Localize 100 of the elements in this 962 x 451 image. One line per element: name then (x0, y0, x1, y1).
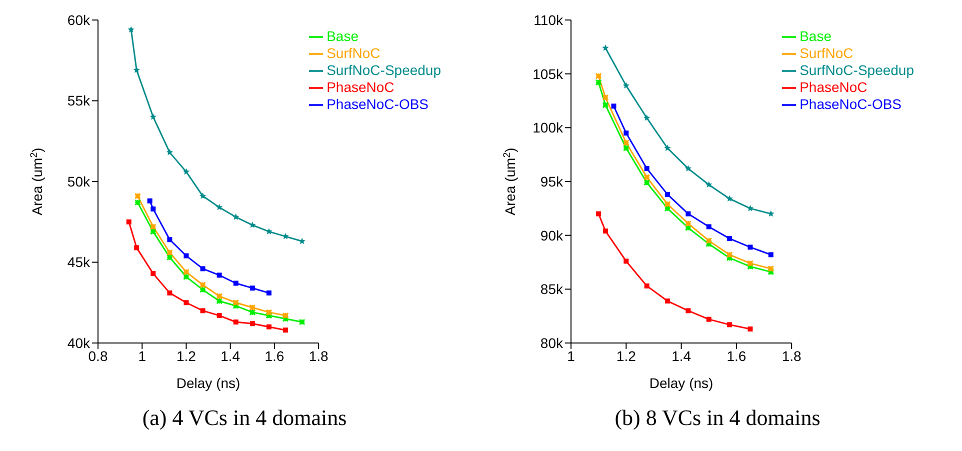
legend-label: SurfNoC (800, 45, 854, 61)
x-tick-label: 1.2 (616, 348, 636, 364)
point (200, 286, 206, 293)
point (167, 290, 172, 296)
legend-label: PhaseNoC (326, 79, 394, 95)
point (266, 290, 272, 296)
point (184, 253, 189, 258)
point (200, 282, 206, 288)
x-tick-label: 1 (567, 348, 576, 364)
x-axis-title: Delay (ns) (649, 375, 714, 391)
legend-label: SurfNoC-Speedup (326, 62, 441, 78)
point (282, 232, 289, 240)
point (706, 237, 712, 244)
point (622, 139, 630, 146)
y-tick-label: 60k (67, 12, 91, 28)
x-axis-title: Delay (ns) (176, 375, 240, 391)
point (150, 228, 156, 235)
legend-label: SurfNoC-Speedup (800, 62, 914, 78)
point (266, 228, 272, 234)
point (216, 292, 223, 300)
point (684, 224, 692, 232)
point (746, 263, 754, 270)
point (166, 249, 173, 256)
legend-label: Base (800, 28, 832, 44)
point (133, 66, 140, 73)
legend-label: PhaseNoC-OBS (800, 96, 902, 112)
point (266, 324, 272, 330)
y-tick-label: 95k (540, 173, 564, 190)
point (624, 130, 629, 136)
legend-label: Base (326, 28, 359, 44)
x-tick-label: 1.8 (782, 348, 802, 364)
point (611, 104, 616, 109)
point (644, 166, 650, 172)
point (126, 219, 132, 224)
point (706, 316, 712, 322)
point (166, 148, 174, 156)
point (684, 220, 692, 227)
point (184, 300, 189, 306)
point (216, 272, 222, 278)
point (182, 274, 190, 280)
y-tick-label: 100k (532, 120, 564, 136)
x-tick-label: 1.4 (220, 348, 240, 364)
point (216, 298, 223, 304)
x-tick-label: 1.6 (264, 348, 284, 364)
point (200, 308, 206, 314)
y-tick-label: 80k (540, 334, 564, 351)
point (150, 223, 156, 230)
point (644, 114, 650, 121)
legend-label: PhaseNoC-OBS (326, 96, 429, 112)
point (216, 204, 223, 210)
point (249, 222, 256, 228)
point (249, 304, 256, 311)
point (283, 328, 288, 333)
point (182, 268, 190, 276)
point (250, 321, 255, 326)
point (128, 26, 134, 33)
point (167, 237, 172, 242)
point (727, 236, 732, 242)
point (250, 286, 255, 291)
point (147, 198, 152, 204)
y-tick-label: 105k (532, 66, 564, 82)
point (768, 210, 774, 217)
point (644, 174, 650, 180)
point (182, 168, 190, 175)
point (602, 102, 609, 108)
point (686, 211, 691, 216)
point (706, 240, 712, 248)
point (150, 271, 156, 276)
point (684, 165, 692, 172)
point (644, 283, 650, 288)
point (727, 322, 732, 328)
point (216, 313, 222, 318)
point (199, 192, 206, 199)
point (134, 245, 140, 250)
point (150, 206, 156, 212)
point (686, 308, 691, 314)
point (748, 326, 753, 332)
x-tick-label: 1.8 (308, 348, 329, 364)
y-tick-label: 40k (67, 334, 91, 351)
point (200, 266, 206, 272)
point (706, 181, 712, 188)
point (232, 302, 240, 310)
text: (b) 8 VCs in 4 domains (614, 405, 822, 431)
point (726, 254, 733, 262)
y-tick-label: 55k (67, 92, 91, 109)
point (746, 260, 754, 267)
x-tick-label: 1 (138, 348, 146, 364)
x-tick-label: 1.4 (672, 348, 692, 364)
y-tick-label: 85k (540, 281, 564, 298)
point (665, 298, 670, 304)
text: (a) 4 VCs in 4 domains (141, 405, 348, 431)
point (166, 254, 173, 261)
point (233, 320, 238, 325)
point (232, 299, 240, 306)
point (266, 312, 272, 319)
point (748, 244, 753, 250)
point (768, 252, 774, 258)
point (249, 309, 256, 316)
point (624, 258, 629, 264)
legend-label: PhaseNoC (800, 79, 868, 95)
